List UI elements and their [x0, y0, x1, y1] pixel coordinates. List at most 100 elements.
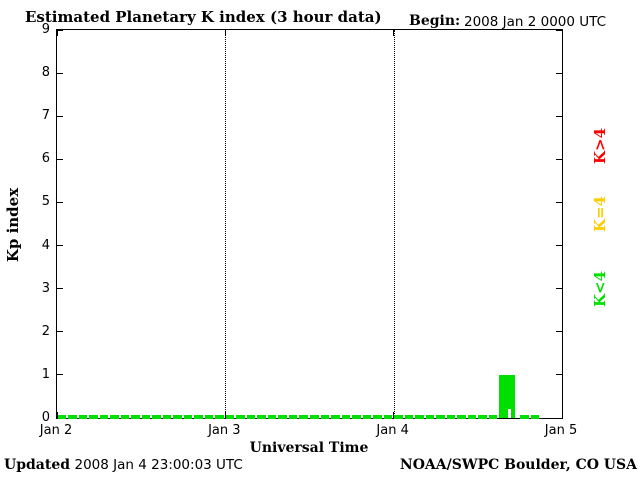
y-tick [57, 72, 63, 74]
y-tick [556, 331, 562, 333]
legend-item-k-lt-4: K<4 [586, 253, 614, 325]
kp-zero-dash [162, 415, 172, 419]
y-tick-label: 8 [41, 65, 50, 81]
x-tick [393, 30, 395, 36]
x-tick [224, 30, 226, 36]
x-tick [393, 412, 395, 418]
kp-zero-dash [383, 415, 393, 419]
y-tick-label: 7 [41, 108, 50, 124]
kp-bar [499, 374, 515, 418]
kp-zero-dash [120, 415, 130, 419]
y-tick [57, 115, 63, 117]
kp-zero-dash [530, 415, 540, 419]
day-gridline [225, 30, 227, 418]
kp-zero-dash [78, 415, 88, 419]
kp-zero-dash [99, 415, 109, 419]
kp-zero-dash [257, 415, 266, 419]
x-tick [561, 30, 563, 36]
y-tick [556, 288, 562, 290]
kp-zero-dash [288, 415, 298, 419]
kp-zero-dash [352, 415, 361, 419]
day-gridline [393, 30, 395, 418]
kp-zero-dash [446, 415, 456, 419]
y-tick [556, 374, 562, 376]
y-tick [556, 201, 562, 203]
kp-zero-dash [394, 415, 403, 419]
legend-label-k-eq-4: K=4 [591, 195, 610, 233]
y-tick [556, 72, 562, 74]
kp-zero-dash [194, 415, 203, 419]
y-tick [57, 201, 63, 203]
x-tick [224, 412, 226, 418]
kp-zero-dash [225, 415, 235, 419]
updated-label: Updated [4, 457, 71, 473]
x-tick [56, 30, 58, 36]
y-tick [57, 158, 63, 160]
kp-zero-dash [488, 415, 498, 419]
y-tick [57, 331, 63, 333]
y-tick [556, 245, 562, 247]
kp-zero-dash [215, 415, 224, 419]
updated-value: 2008 Jan 4 23:00:03 UTC [74, 457, 243, 473]
y-tick [57, 29, 63, 31]
kp-zero-dash [278, 415, 287, 419]
y-tick-label: 2 [41, 323, 50, 339]
kp-zero-dash [341, 415, 351, 419]
kp-zero-dash [141, 415, 151, 419]
begin-value: 2008 Jan 2 0000 UTC [464, 14, 607, 30]
kp-zero-dash [89, 415, 98, 419]
kp-zero-dash [415, 415, 424, 419]
y-tick-label: 0 [41, 410, 50, 425]
legend-item-k-gt-4: K>4 [586, 110, 614, 182]
y-axis-title: Kp index [3, 160, 23, 290]
y-tick [57, 245, 63, 247]
kp-zero-dash [478, 415, 487, 419]
kp-zero-dash [320, 415, 329, 419]
kp-zero-dash [467, 415, 477, 419]
kp-zero-dash [457, 415, 466, 419]
y-tick [556, 417, 562, 419]
y-tick-label: 3 [41, 280, 50, 296]
x-tick-label: Jan 5 [544, 423, 578, 438]
kp-zero-dash [236, 415, 245, 419]
y-tick-label: 9 [41, 22, 50, 37]
x-tick-label: Jan 2 [39, 423, 73, 438]
kp-zero-dash [267, 415, 277, 419]
x-tick-label: Jan 4 [376, 423, 409, 438]
kp-zero-dash [152, 415, 161, 419]
kp-zero-dash [436, 415, 445, 419]
kp-zero-dash [68, 415, 77, 419]
y-tick-label: 5 [41, 194, 50, 210]
kp-zero-dash [404, 415, 414, 419]
kp-bar-notch [508, 409, 511, 418]
kp-zero-dash [246, 415, 256, 419]
legend-item-k-eq-4: K=4 [586, 178, 614, 250]
legend-label-k-gt-4: K>4 [591, 127, 610, 165]
kp-zero-dash [520, 415, 529, 419]
kp-zero-dash [173, 415, 182, 419]
x-tick [561, 412, 563, 418]
attribution: NOAA/SWPC Boulder, CO USA [399, 457, 637, 473]
chart-title: Estimated Planetary K index (3 hour data… [25, 8, 382, 26]
kp-zero-dash [362, 415, 372, 419]
updated-timestamp: Updated 2008 Jan 4 23:00:03 UTC [4, 457, 243, 473]
kp-zero-dash [331, 415, 340, 419]
begin-label: Begin: [409, 13, 461, 29]
kp-zero-dash [57, 415, 66, 419]
kp-zero-dash [299, 415, 308, 419]
y-tick [556, 115, 562, 117]
y-tick [556, 158, 562, 160]
kp-zero-dash [131, 415, 140, 419]
y-tick [556, 29, 562, 31]
y-tick [57, 374, 63, 376]
x-tick [56, 412, 58, 418]
y-tick [57, 288, 63, 290]
x-axis-title: Universal Time [249, 440, 369, 456]
kp-zero-dash [183, 415, 193, 419]
y-tick-label: 6 [41, 151, 50, 167]
y-tick-label: 4 [41, 237, 50, 253]
plot-area [56, 29, 563, 419]
kp-zero-dash [204, 415, 214, 419]
kp-zero-dash [310, 415, 319, 419]
